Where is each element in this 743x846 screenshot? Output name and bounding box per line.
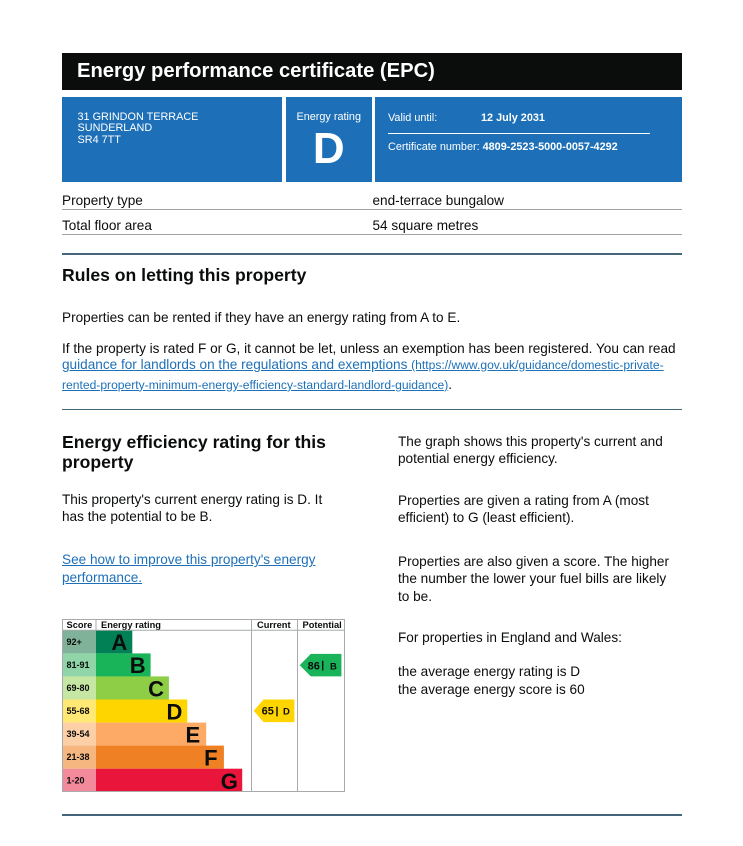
svg-text:C: C — [148, 676, 164, 701]
svg-text:A: A — [111, 630, 127, 655]
svg-text:B: B — [130, 653, 146, 678]
svg-text:81-91: 81-91 — [67, 660, 90, 670]
svg-text:86: 86 — [308, 660, 320, 672]
svg-text:D: D — [283, 706, 290, 717]
svg-text:Score: Score — [67, 620, 93, 630]
svg-text:Energy rating: Energy rating — [101, 620, 161, 630]
svg-text:21-38: 21-38 — [67, 752, 90, 762]
svg-text:65: 65 — [262, 705, 274, 717]
svg-text:Potential: Potential — [303, 620, 342, 630]
svg-text:F: F — [204, 745, 217, 770]
svg-text:92+: 92+ — [67, 636, 82, 646]
svg-text:Current: Current — [257, 620, 291, 630]
svg-text:E: E — [186, 722, 201, 747]
svg-text:39-54: 39-54 — [67, 729, 90, 739]
svg-text:69-80: 69-80 — [67, 683, 90, 693]
svg-text:G: G — [221, 768, 238, 791]
svg-text:D: D — [167, 699, 183, 724]
svg-text:B: B — [330, 661, 337, 672]
svg-text:1-20: 1-20 — [67, 775, 85, 785]
svg-text:55-68: 55-68 — [67, 706, 90, 716]
